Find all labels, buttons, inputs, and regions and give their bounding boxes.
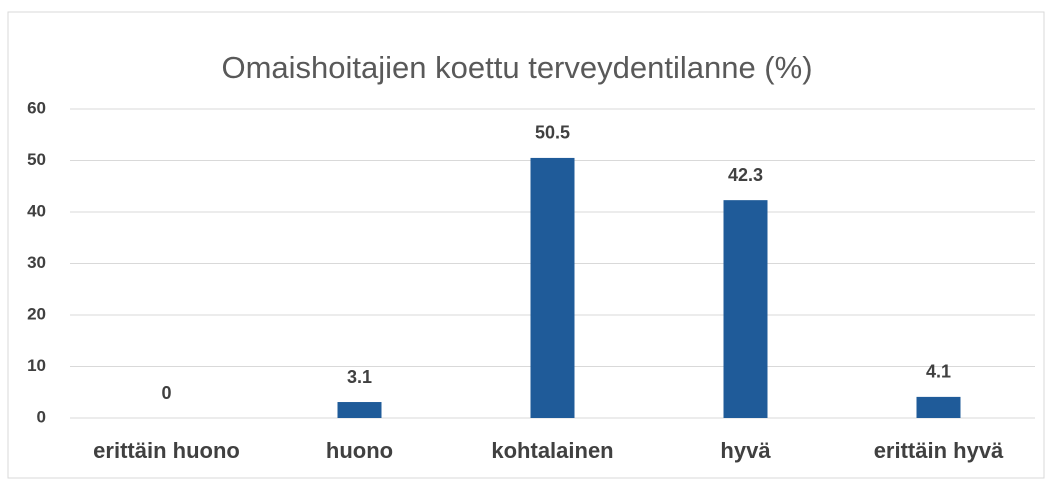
data-label: 4.1 bbox=[926, 362, 951, 382]
bar bbox=[337, 402, 382, 418]
chart-frame bbox=[7, 11, 1045, 479]
y-tick-label: 20 bbox=[27, 304, 46, 323]
x-tick-label: huono bbox=[326, 438, 393, 463]
x-tick-label: kohtalainen bbox=[491, 438, 613, 463]
x-tick-label: erittäin hyvä bbox=[874, 438, 1004, 463]
y-tick-label: 50 bbox=[27, 150, 46, 169]
bar bbox=[530, 157, 575, 419]
y-tick-label: 60 bbox=[27, 98, 46, 117]
y-tick-label: 40 bbox=[27, 201, 46, 220]
x-tick-label: erittäin huono bbox=[93, 438, 240, 463]
bar bbox=[723, 200, 768, 418]
data-label: 42.3 bbox=[728, 165, 763, 185]
y-tick-label: 30 bbox=[27, 253, 46, 272]
chart-title: Omaishoitajien koettu terveydentilanne (… bbox=[221, 50, 812, 85]
data-label: 0 bbox=[161, 383, 171, 403]
y-tick-label: 10 bbox=[27, 356, 46, 375]
data-label: 3.1 bbox=[347, 367, 372, 387]
x-tick-label: hyvä bbox=[720, 438, 771, 463]
bar bbox=[916, 396, 961, 418]
y-tick-label: 0 bbox=[37, 407, 46, 426]
data-label: 50.5 bbox=[535, 123, 570, 143]
